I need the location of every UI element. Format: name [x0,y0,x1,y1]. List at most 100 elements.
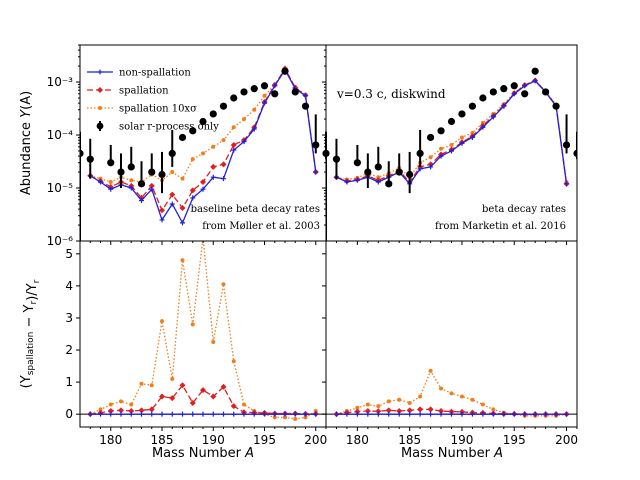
y-axis-title-top: Abundance Y(A) [19,91,34,195]
spallation10x-marker [470,130,475,135]
nonspallation-marker [139,411,144,417]
y-tick-label: 10⁻⁶ [47,234,74,248]
x-tick-label: 185 [151,433,174,447]
spallation10x-marker [407,400,412,405]
nonspallation-marker [282,411,288,417]
solar-point [137,180,146,188]
spallation10x-marker [211,340,216,345]
nonspallation-marker [564,411,570,417]
solar-point [80,149,84,157]
x-tick-label: 180 [346,433,369,447]
nonspallation-marker [149,186,155,192]
solar-point [416,149,424,158]
solar-point [260,82,269,90]
spallation10x-marker [149,383,154,388]
panel-frame-bottom-right [325,240,578,428]
nonspallation-marker [449,148,454,154]
legend-entry: spallation [119,86,169,97]
solar-point [510,82,518,90]
solar-point [332,155,341,163]
spallation10x-marker [283,415,287,420]
solar-point [500,85,508,93]
nonspallation-marker [511,91,517,97]
nonspallation-marker [532,411,538,417]
spallation10x-marker [221,282,226,287]
legend-entry: spallation 10xσ [119,104,197,115]
solar-point [573,149,577,157]
spallation10x-marker [201,236,205,240]
nonspallation-marker [313,411,319,417]
spallation10x-marker [242,117,246,122]
nonspallation-marker [553,411,559,417]
nonspallation-marker [511,411,517,417]
spallation-marker [448,408,455,415]
annotation-line: from Møller et al. 2003 [202,221,320,232]
spallation10x-marker [293,416,298,421]
nonspallation-marker [532,78,538,84]
x-tick-label: 185 [398,433,421,447]
y-tick-label: 1 [65,375,73,389]
spallation10x-marker [231,359,236,364]
nonspallation-marker [139,198,144,204]
nonspallation-marker [251,411,257,417]
nonspallation-marker [169,411,175,417]
solar-point [168,149,176,158]
spallation10x-marker [170,170,175,175]
nonspallation-marker [543,411,549,417]
spallation10x-marker [480,402,485,407]
solar-point [107,159,115,167]
nonspallation-marker [159,217,165,223]
solar-point [86,155,94,163]
nonspallation-marker [344,179,350,185]
nonspallation-marker [564,181,570,187]
nonspallation-marker [428,411,434,417]
nonspallation-marker [333,411,339,417]
nonspallation-marker [354,411,360,417]
nonspallation-marker [190,195,196,201]
spallation10x-marker [439,386,444,391]
solar-point [426,133,435,142]
spallation10x-marker [98,407,103,412]
nonspallation-marker [251,126,257,132]
y-tick-label: 10⁻⁵ [47,181,74,195]
spallation-marker [148,182,155,189]
nonspallation-marker [386,411,392,417]
nonspallation-marker [365,411,371,417]
nonspallation-marker [108,186,114,192]
spallation10x-marker [262,93,267,98]
nonspallation-marker [149,411,155,417]
spallation-marker [417,406,424,413]
spallation10x-marker [272,415,277,420]
spallation-marker [118,407,124,414]
x-tick-label: 180 [99,433,122,447]
spallation-marker [200,387,206,394]
nonspallation-marker [200,411,206,417]
nonspallation-marker [501,411,507,417]
annotation-line: beta decay rates [482,204,566,215]
series-line-spallation [90,384,316,415]
y-axis-title-bottom: (Yspallation − Yr)/Yr [19,279,42,388]
nonspallation-marker [180,411,185,417]
spallation10x-marker [180,176,185,181]
nonspallation-marker [231,411,237,417]
nonspallation-marker [417,411,423,417]
spallation10x-marker [470,397,475,402]
nonspallation-marker [354,177,360,183]
solar-point [521,90,529,98]
spallation10x-marker [449,391,454,396]
spallation10x-marker [129,402,134,407]
spallation10x-marker [160,319,164,324]
plot-area-bottom-left [80,236,326,421]
x-tick-label: 190 [451,433,474,447]
nonspallation-marker [98,179,103,185]
spallation10x-marker [139,381,144,386]
nonspallation-marker [459,140,465,146]
spallation-marker [189,399,196,406]
spallation-marker [364,407,371,414]
nonspallation-marker [241,139,247,145]
nonspallation-marker [438,153,444,159]
solar-point [271,90,279,98]
spallation10x-marker [242,402,246,407]
spallation-marker [210,393,217,400]
